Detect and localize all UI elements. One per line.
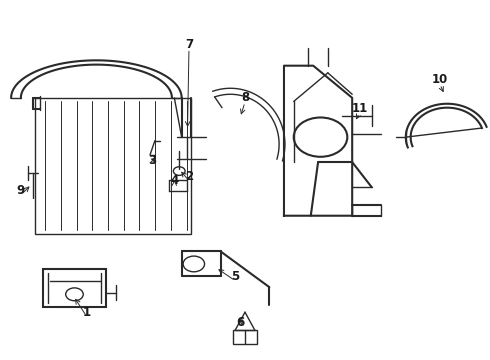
Text: 10: 10: [432, 73, 448, 86]
Text: 6: 6: [236, 316, 244, 329]
Text: 9: 9: [17, 184, 25, 197]
Text: 11: 11: [351, 102, 368, 115]
Text: 1: 1: [83, 306, 91, 319]
Bar: [43, 269, 106, 307]
Text: 3: 3: [148, 154, 156, 167]
Bar: [233, 330, 257, 344]
Text: 8: 8: [241, 91, 249, 104]
Text: 5: 5: [231, 270, 240, 283]
Text: 7: 7: [185, 38, 193, 51]
Bar: [35, 98, 192, 234]
Text: 4: 4: [170, 174, 178, 186]
Text: 2: 2: [185, 170, 193, 183]
